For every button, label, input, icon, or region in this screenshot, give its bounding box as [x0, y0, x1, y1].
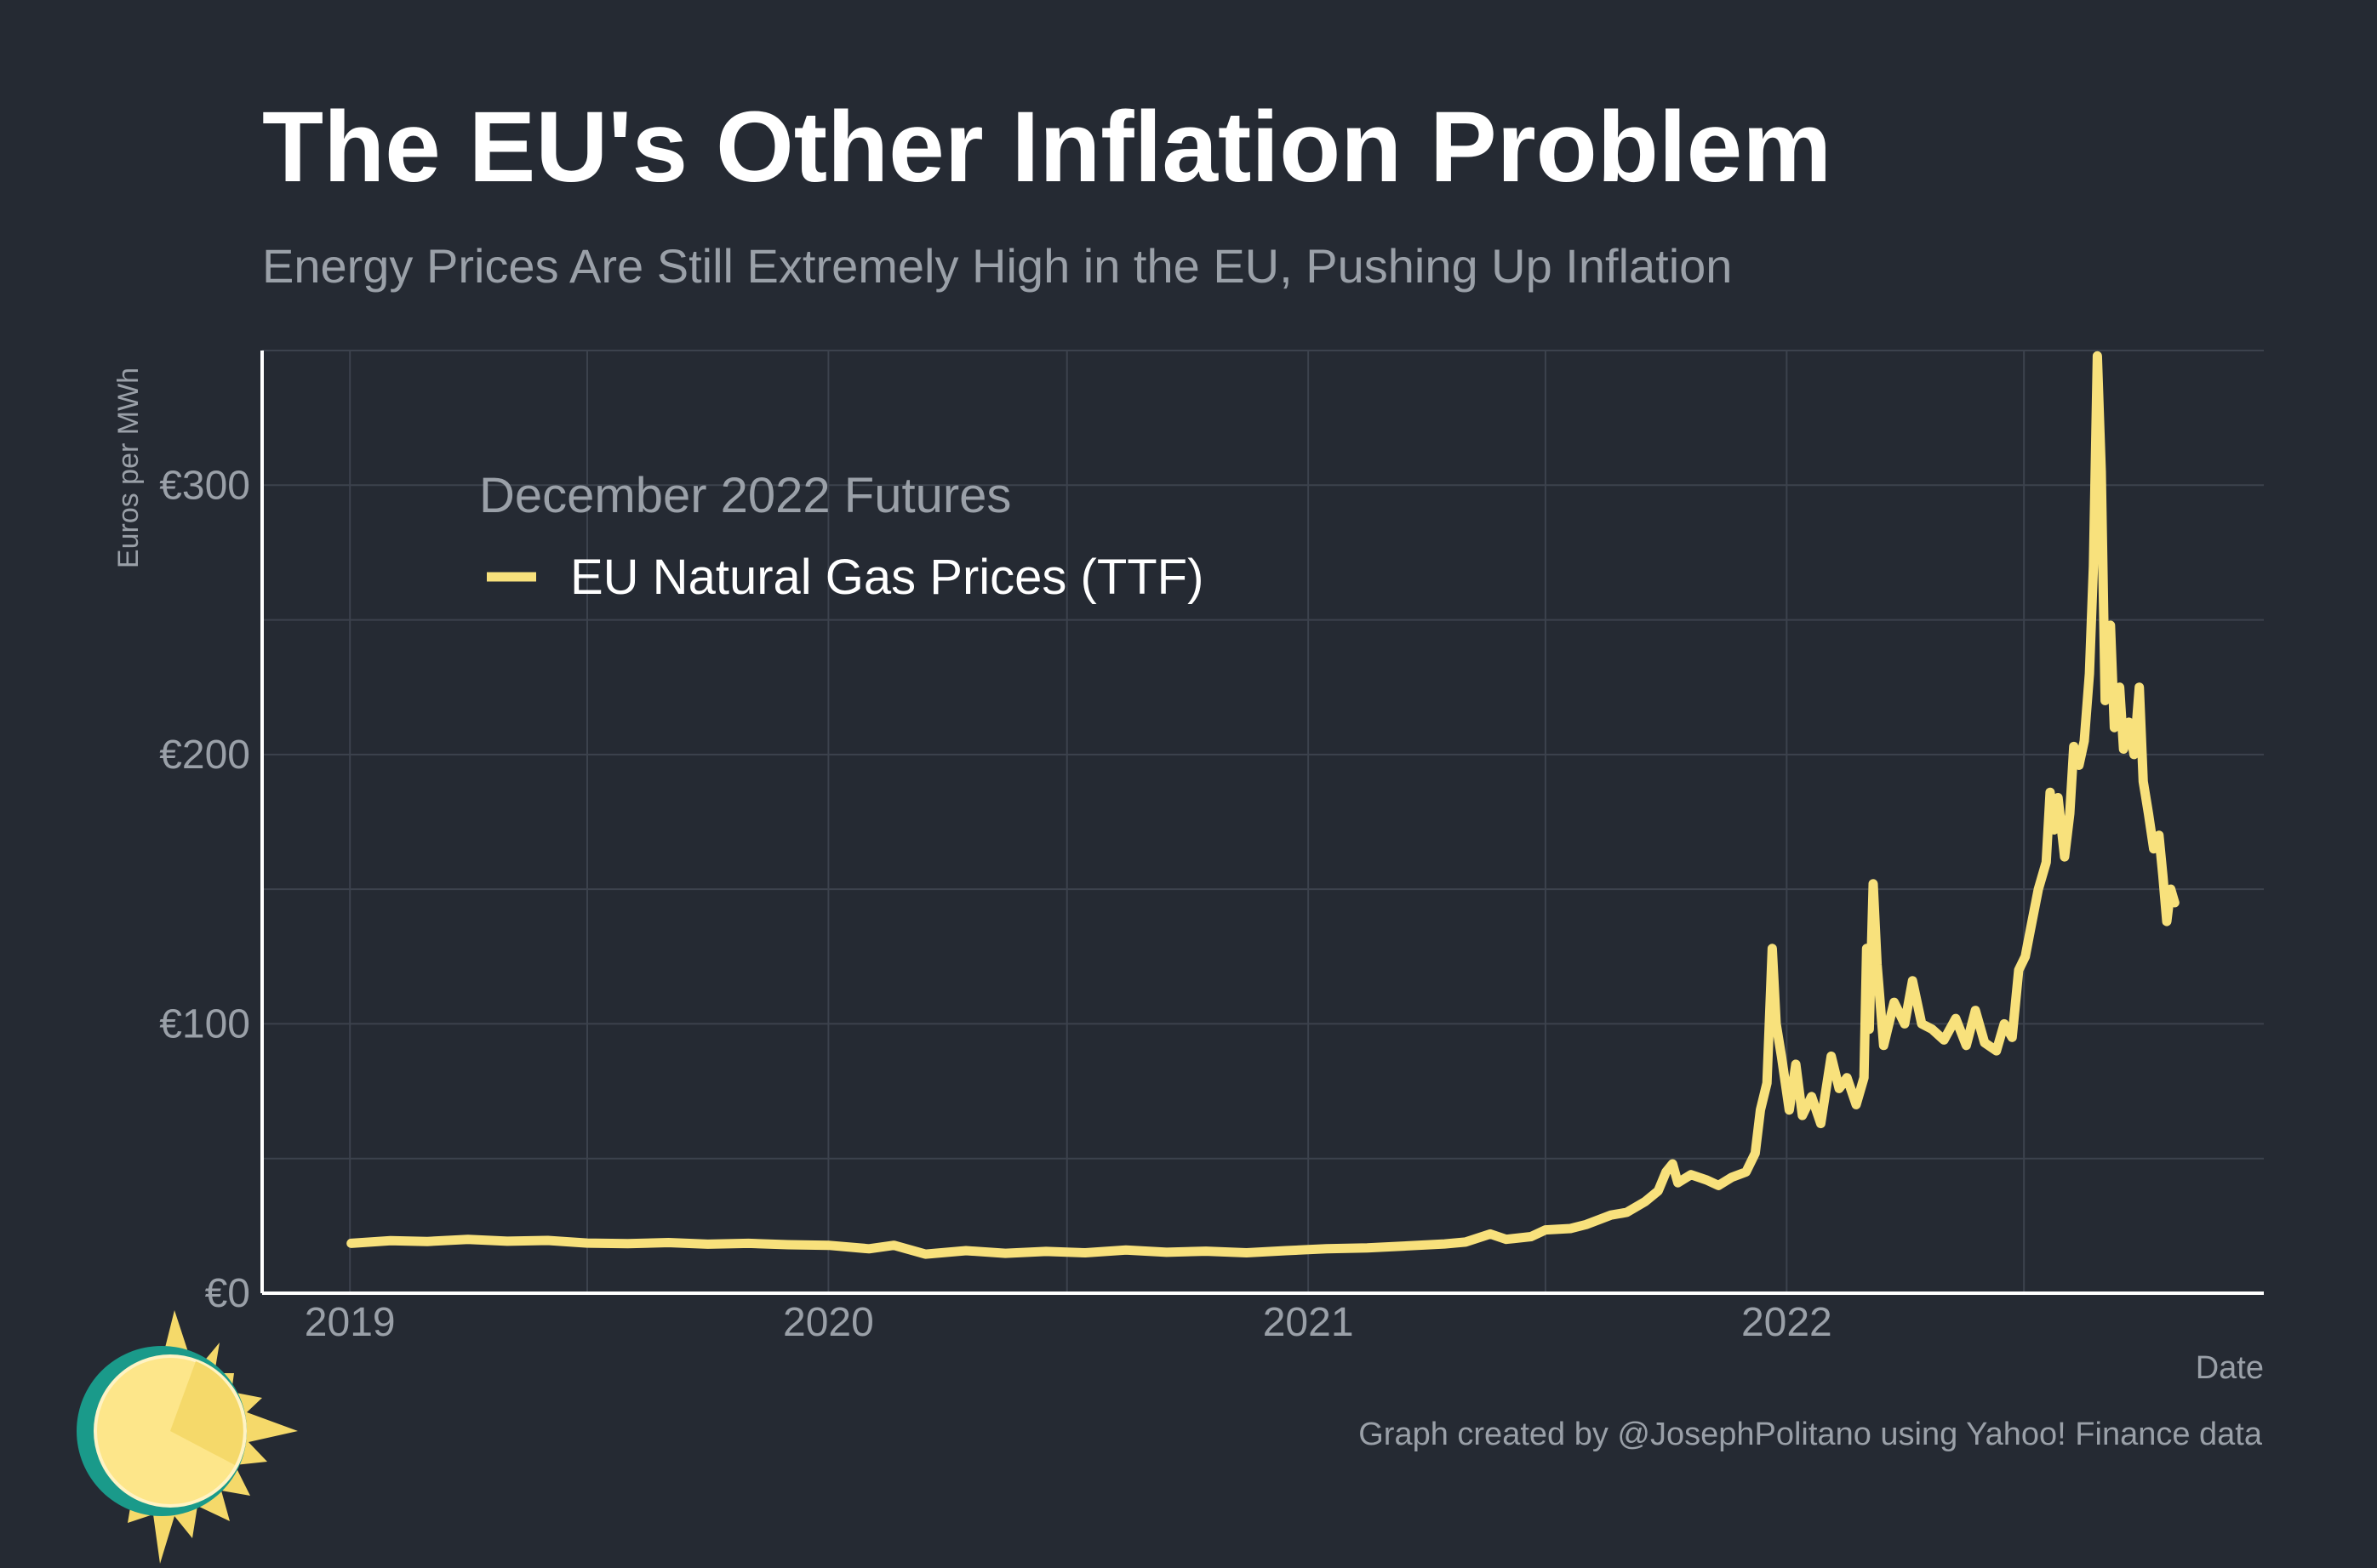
chart-caption: Graph created by @JosephPolitano using Y… — [1358, 1417, 2262, 1452]
x-tick-label: 2020 — [783, 1300, 874, 1345]
series-line-ttf — [346, 351, 2180, 1259]
y-tick-label: €300 — [159, 463, 250, 508]
x-tick-label: 2019 — [305, 1300, 396, 1345]
y-axis-label: Euros per MWh — [112, 368, 145, 568]
y-tick-label: €100 — [159, 1001, 250, 1046]
y-tick-label: €200 — [159, 733, 250, 778]
y-tick-label: €0 — [205, 1271, 250, 1316]
y-axis-ticks: €0 €100 €200 €300 — [159, 463, 250, 1316]
x-tick-label: 2021 — [1263, 1300, 1354, 1345]
legend-title: December 2022 Futures — [479, 468, 1011, 523]
legend-item-ttf: EU Natural Gas Prices (TTF) — [570, 550, 1203, 605]
sun-logo-icon — [77, 1310, 298, 1564]
chart-title: The EU's Other Inflation Problem — [262, 91, 1832, 203]
grid-lines — [262, 350, 2264, 1293]
chart-subtitle: Energy Prices Are Still Extremely High i… — [262, 239, 1733, 293]
x-axis-ticks: 2019 2020 2021 2022 — [305, 1300, 1832, 1345]
x-tick-label: 2022 — [1741, 1300, 1832, 1345]
x-axis-label: Date — [2196, 1350, 2264, 1386]
